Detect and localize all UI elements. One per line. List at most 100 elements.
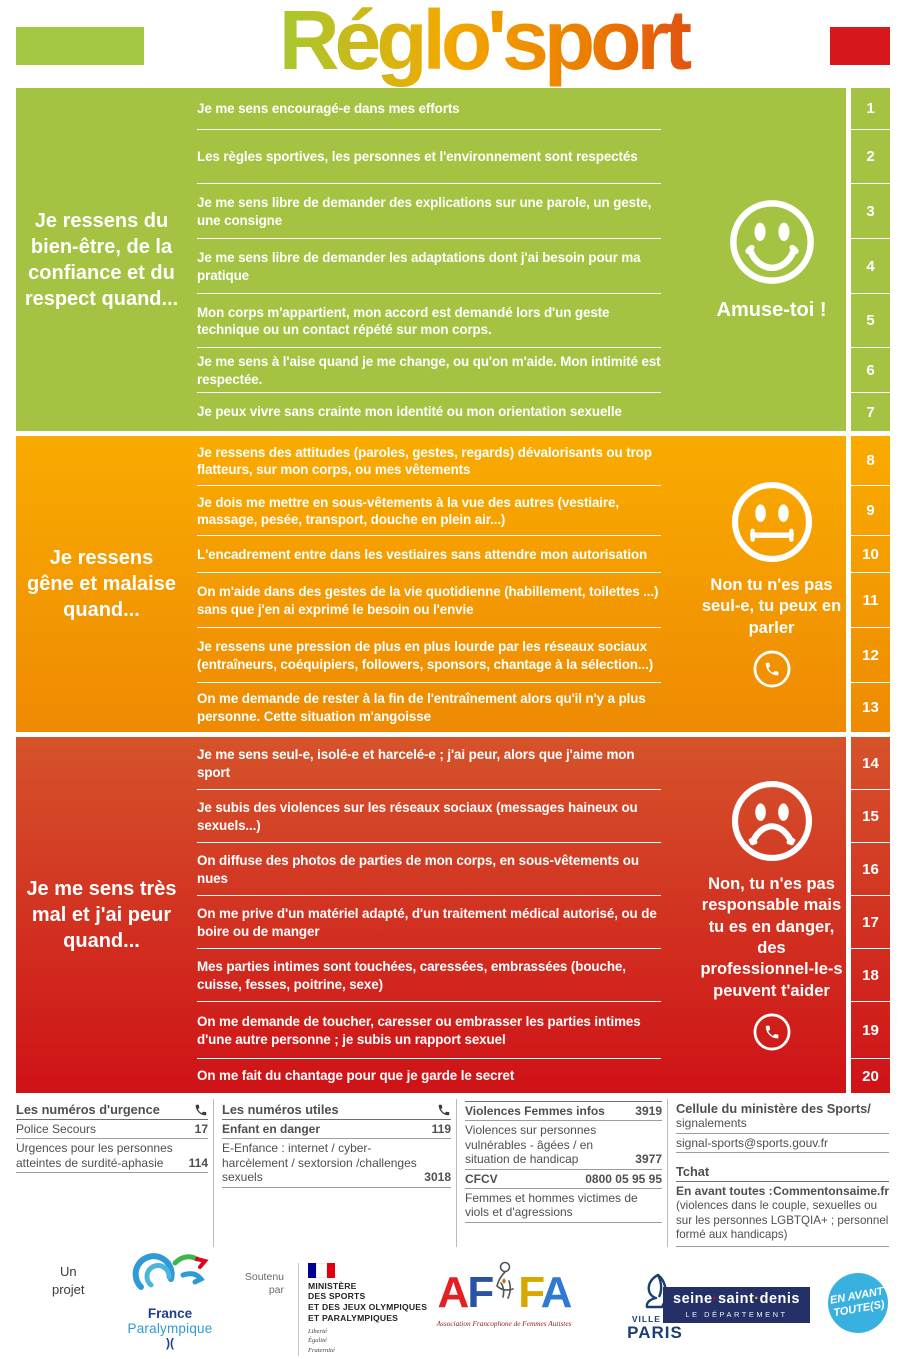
statement-text: Je dois me mettre en sous-vêtements à la… — [187, 486, 697, 536]
white-gap — [846, 436, 851, 732]
statement-number: 9 — [851, 486, 890, 536]
sections: Je ressens du bien-être, de la confiance… — [16, 88, 890, 1093]
en-avant-toutes-badge: EN AVANT TOUTE(S) — [823, 1267, 893, 1338]
statement-number: 11 — [851, 573, 890, 628]
cellule-heading: Cellule du ministère des Sports/ — [676, 1101, 871, 1116]
contact-row: Police Secours 17 — [16, 1120, 208, 1140]
contact-row: Violences Femmes infos 3919 — [465, 1101, 662, 1122]
cellule-subheading: signalements — [676, 1116, 889, 1134]
sad-smiley-icon — [731, 780, 812, 861]
statement-text: On me demande de rester à la fin de l'en… — [197, 691, 646, 724]
statement-text: L'encadrement entre dans les vestiaires … — [187, 536, 697, 573]
statement-text: Les règles sportives, les personnes et l… — [187, 130, 697, 184]
statement-text: Je me sens seul-e, isolé-e et harcelé-e … — [187, 737, 697, 790]
statement-number: 5 — [851, 294, 890, 348]
statement-text: On me fait du chantage pour que je garde… — [197, 1068, 515, 1084]
signal-email[interactable]: signal-sports@sports.gouv.fr — [676, 1134, 889, 1154]
statement-text: On diffuse des photos de parties de mon … — [187, 843, 697, 896]
section-gene-malaise: Je ressens gêne et malaise quand... Je re… — [16, 436, 890, 732]
section-bien-etre: Je ressens du bien-être, de la confiance… — [16, 88, 890, 431]
statement-number: 2 — [851, 130, 890, 184]
statement-number: 6 — [851, 348, 890, 393]
contact-row: Femmes et hommes victimes de viols et d'… — [465, 1189, 662, 1223]
statement-text: Je me sens libre de demander les adaptat… — [187, 239, 697, 294]
un-projet-label: Un projet — [52, 1263, 85, 1297]
contact-row: Enfant en danger 119 — [222, 1120, 451, 1140]
phone-circle-icon — [753, 1013, 790, 1051]
statement-number: 15 — [851, 790, 890, 843]
mood-message: Amuse-toi ! — [716, 299, 827, 321]
statement-number: 7 — [866, 403, 875, 421]
tchat-heading: Tchat — [676, 1164, 710, 1180]
happy-smiley-icon — [729, 200, 814, 284]
statement-text: On me prive d'un matériel adapté, d'un t… — [187, 896, 697, 949]
statement-number: 12 — [851, 628, 890, 683]
phone-icon — [195, 1104, 207, 1115]
footer-logos: Un projet France Paralympique )( Soutenu … — [16, 1249, 893, 1359]
white-gap — [846, 737, 851, 1093]
ministere-logo: MINISTÈRE DES SPORTS ET DES JEUX OLYMPIQ… — [298, 1262, 427, 1356]
section-heading: Je ressens gêne et malaise quand... — [27, 547, 176, 621]
statement-number: 20 — [862, 1067, 879, 1085]
tchat-note: (violences dans le couple, sexuelles ou … — [676, 1198, 889, 1247]
statement-text: Je me sens encouragé-e dans mes efforts — [187, 88, 697, 130]
statement-number: 14 — [851, 737, 890, 790]
mood-message: Non tu n'es pas seul-e, tu peux en parle… — [701, 575, 842, 637]
page-title: Réglo'sport — [130, 0, 836, 94]
contact-row: Urgences pour les personnes atteintes de… — [16, 1139, 208, 1174]
tchat-site-link[interactable]: Commentonsaime.fr — [772, 1184, 889, 1199]
statement-text: Mes parties intimes sont touchées, cares… — [187, 949, 697, 1002]
header-green-bar — [16, 27, 144, 65]
french-flag-icon — [308, 1262, 335, 1278]
utiles-heading: Les numéros utiles — [222, 1102, 339, 1117]
phone-circle-icon — [753, 650, 790, 688]
statement-number: 3 — [851, 184, 890, 239]
statement-text: On me demande de toucher, caresser ou em… — [187, 1002, 697, 1059]
statement-number: 13 — [862, 699, 879, 716]
section-heading: Je me sens très mal et j'ai peur quand..… — [26, 878, 177, 952]
soutenu-par-label: Soutenu par — [244, 1270, 284, 1297]
mood-message: Non, tu n'es pas responsable mais tu es … — [700, 874, 843, 1000]
statement-text: Mon corps m'appartient, mon accord est d… — [187, 294, 697, 348]
statement-text: On m'aide dans des gestes de la vie quot… — [187, 573, 697, 628]
contact-row: CFCV 0800 05 95 95 — [465, 1170, 662, 1189]
statement-text: Je subis des violences sur les réseaux s… — [187, 790, 697, 843]
statement-text: Je ressens une pression de plus en plus … — [187, 628, 697, 683]
section-mood: Non tu n'es pas seul-e, tu peux en parle… — [697, 436, 846, 732]
affa-figure-icon — [496, 1261, 515, 1299]
statement-number: 18 — [851, 949, 890, 1002]
neutral-smiley-icon — [731, 481, 812, 562]
contacts-ministere: Cellule du ministère des Sports/ signale… — [667, 1099, 889, 1247]
section-tres-mal-peur: Je me sens très mal et j'ai peur quand..… — [16, 737, 890, 1093]
header: Réglo'sport — [0, 0, 906, 88]
seine-saint-denis-logo: seine·saint·denis LE DÉPARTEMENT — [663, 1286, 810, 1323]
france-paralympique-logo: France Paralympique )( — [112, 1249, 228, 1350]
contacts-urgence: Les numéros d'urgence Police Secours 17 … — [16, 1099, 208, 1247]
section-mood: Amuse-toi ! — [697, 88, 846, 431]
tchat-row: En avant toutes : Commentonsaime.fr — [676, 1184, 889, 1199]
contact-row: E-Enfance : internet / cyber-harcèlement… — [222, 1139, 451, 1188]
statement-number: 10 — [851, 536, 890, 573]
white-gap — [846, 88, 851, 431]
paralympique-mark: )( — [166, 1335, 174, 1350]
statement-text: Je peux vivre sans crainte mon identité … — [197, 404, 622, 420]
affa-logo: AF FA Association Francophone de Femmes A… — [434, 1261, 574, 1328]
section-mood: Non, tu n'es pas responsable mais tu es … — [697, 737, 846, 1093]
phone-icon — [438, 1104, 450, 1115]
footer-contacts: Les numéros d'urgence Police Secours 17 … — [16, 1099, 890, 1247]
contacts-violences: Violences Femmes infos 3919 Violences su… — [456, 1099, 662, 1247]
header-red-bar — [830, 27, 890, 65]
statement-text: Je ressens des attitudes (paroles, geste… — [187, 436, 697, 486]
statement-number: 4 — [851, 239, 890, 294]
contacts-utiles: Les numéros utiles Enfant en danger 119 … — [213, 1099, 451, 1247]
statement-number: 17 — [851, 896, 890, 949]
statement-number: 19 — [851, 1002, 890, 1059]
statement-number: 1 — [851, 88, 890, 130]
ministere-motto: Liberté Égalité Fraternité — [308, 1327, 335, 1355]
urgence-heading: Les numéros d'urgence — [16, 1102, 160, 1117]
contact-row: Violences sur personnes vulnérables - âg… — [465, 1121, 662, 1170]
section-heading: Je ressens du bien-être, de la confiance… — [24, 209, 179, 310]
statement-text: Je me sens libre de demander des explica… — [187, 184, 697, 239]
statement-number: 16 — [851, 843, 890, 896]
